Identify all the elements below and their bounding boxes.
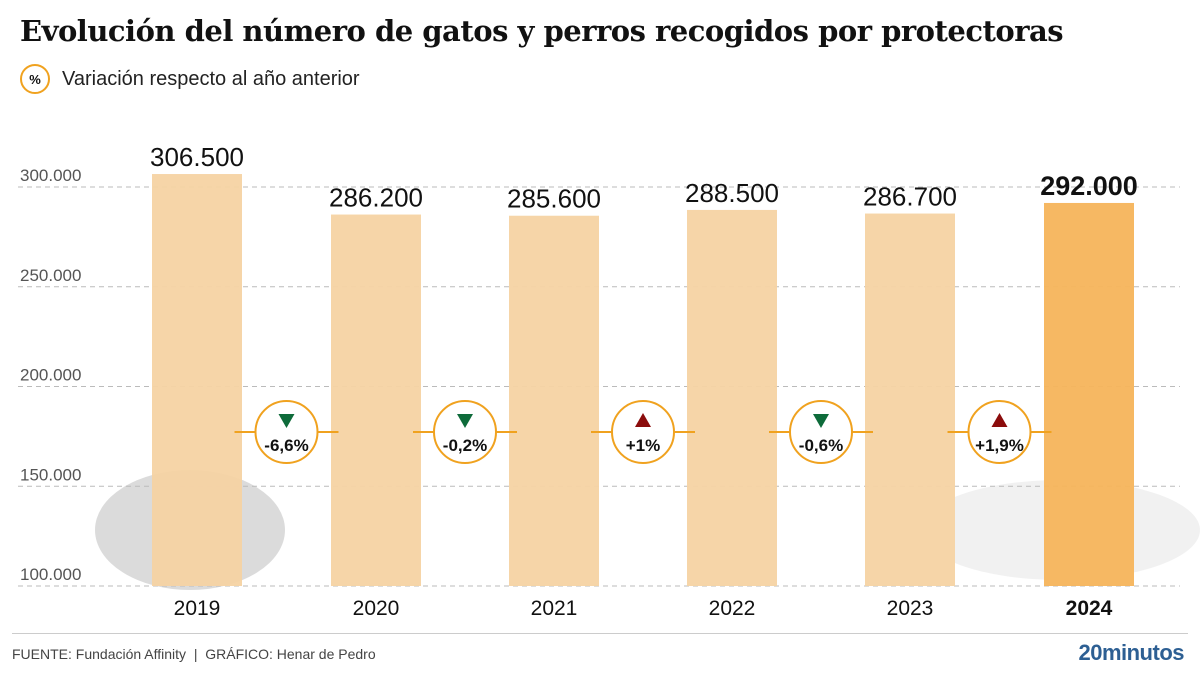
triangle-down-icon [278, 414, 295, 428]
legend: % Variación respecto al año anterior [20, 64, 360, 94]
percent-icon: % [20, 64, 50, 94]
legend-label: Variación respecto al año anterior [62, 67, 360, 90]
change-label: -0,2% [443, 436, 487, 455]
x-tick-label: 2021 [531, 597, 578, 620]
y-tick-label: 100.000 [20, 565, 81, 584]
x-tick-label: 2023 [887, 597, 934, 620]
y-tick-label: 300.000 [20, 166, 81, 185]
value-label: 292.000 [1040, 171, 1138, 201]
change-badge [611, 400, 675, 464]
value-label: 285.600 [507, 184, 601, 214]
x-tick-label: 2020 [353, 597, 400, 620]
change-badge [967, 400, 1032, 464]
change-badge [254, 400, 319, 464]
change-label: -6,6% [264, 436, 308, 455]
bar-2023 [865, 213, 955, 586]
value-label: 306.500 [150, 142, 244, 172]
x-tick-label: 2019 [174, 597, 221, 620]
change-label: -0,6% [799, 436, 843, 455]
bar-2020 [331, 214, 421, 586]
x-tick-label: 2024 [1066, 597, 1113, 620]
bar-2021 [509, 215, 599, 586]
value-label: 286.200 [329, 183, 423, 213]
value-label: 288.500 [685, 178, 779, 208]
change-badge [789, 400, 853, 464]
bar-2022 [687, 209, 777, 586]
y-tick-label: 250.000 [20, 266, 81, 285]
bar-chart: 100.000 150.000 200.000 250.000 300.000 306.5… [18, 142, 1200, 620]
chart-title: Evolución del número de gatos y perros r… [20, 14, 1064, 48]
change-badge [433, 400, 497, 464]
source-credit: FUENTE: Fundación Affinity | GRÁFICO: He… [12, 646, 376, 662]
value-label: 286.700 [863, 182, 957, 212]
triangle-down-icon [457, 414, 473, 428]
divider [12, 633, 1188, 634]
change-label: +1% [626, 436, 661, 455]
y-tick-label: 200.000 [20, 366, 81, 385]
triangle-up-icon [991, 413, 1008, 427]
brand-logo: 20minutos [1078, 640, 1184, 665]
bar-2024 [1044, 202, 1134, 586]
y-tick-label: 150.000 [20, 465, 81, 484]
triangle-up-icon [635, 413, 651, 427]
x-tick-label: 2022 [709, 597, 756, 620]
bar-2019 [152, 174, 242, 586]
triangle-down-icon [813, 414, 829, 428]
change-label: +1,9% [975, 436, 1024, 455]
